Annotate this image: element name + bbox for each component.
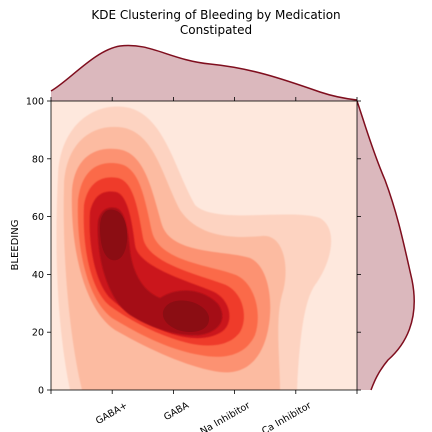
y-tick-label: 80 [32,154,44,165]
right-marginal-line [356,100,415,391]
right-marginal-fill [357,101,415,390]
plot-frame [50,100,358,391]
density-contours [56,106,332,390]
x-tick-label: Na Inhibitor [198,400,252,432]
y-tick-label: 100 [26,97,44,108]
y-tick-label: 60 [32,212,44,223]
right-marginal-kde [356,100,415,391]
top-marginal-fill [51,45,357,101]
y-tick-label: 40 [32,270,44,281]
density-peak-gaba [162,300,210,332]
density-peak-gaba-plus [100,209,128,261]
x-tick-label: GABA [162,400,191,423]
top-marginal-kde [50,44,358,101]
top-marginal-line [50,44,358,101]
y-tick-label: 0 [38,386,44,397]
x-tick-label: GABA+ [94,400,130,427]
kde-plot-area [50,100,358,391]
chart-title-line1: KDE Clustering of Bleeding by Medication [91,8,340,22]
y-axis: 0 20 40 60 80 100 [26,97,361,397]
y-tick-label: 20 [32,328,44,339]
x-tick-label: Ca Inhibitor [260,400,313,432]
y-axis-label: BLEEDING [10,220,21,271]
chart-title-line2: Constipated [180,23,252,37]
